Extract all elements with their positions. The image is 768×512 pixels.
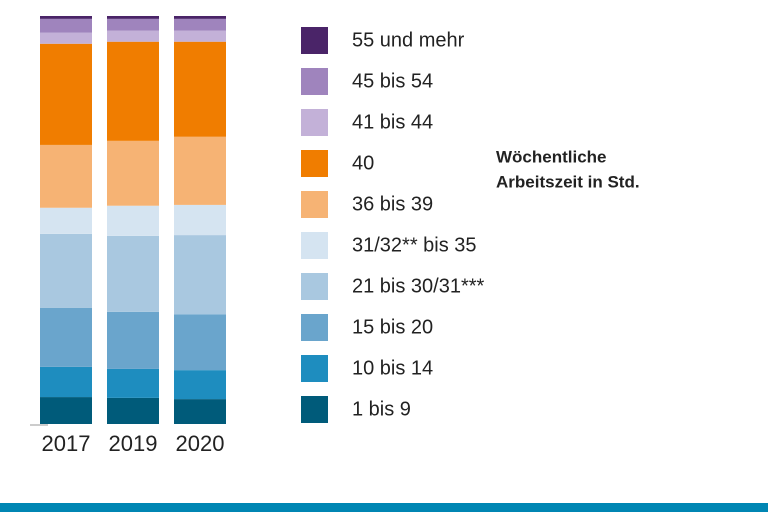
footer-bar — [0, 503, 768, 512]
x-tick-label: 2019 — [109, 431, 158, 456]
legend-label: 55 und mehr — [352, 29, 465, 51]
legend-label: 36 bis 39 — [352, 193, 433, 215]
legend-title: Wöchentliche — [496, 147, 607, 166]
bar-segment — [107, 41, 159, 141]
bar-segment — [174, 16, 226, 19]
legend-swatch — [301, 314, 328, 341]
x-tick-label: 2017 — [42, 431, 91, 456]
legend-swatch — [301, 355, 328, 382]
legend-swatch — [301, 150, 328, 177]
bar-segment — [107, 16, 159, 19]
bar-segment — [40, 366, 92, 398]
bar-segment — [107, 140, 159, 206]
bar-segment — [40, 233, 92, 308]
bar-segment — [40, 16, 92, 19]
bar-segment — [40, 144, 92, 208]
legend-swatch — [301, 191, 328, 218]
legend-swatch — [301, 109, 328, 136]
bar-segment — [107, 18, 159, 31]
bar-segment — [174, 204, 226, 236]
bar-segment — [174, 136, 226, 205]
bar-segment — [174, 370, 226, 400]
legend-label: 10 bis 14 — [352, 357, 433, 379]
bar-segment — [40, 307, 92, 367]
bar-segment — [107, 205, 159, 236]
legend-label: 45 bis 54 — [352, 70, 433, 92]
legend-swatch — [301, 273, 328, 300]
legend-swatch — [301, 68, 328, 95]
bar-segment — [174, 235, 226, 315]
bar-segment — [40, 32, 92, 44]
bar-segment — [174, 30, 226, 42]
bar-segment — [40, 43, 92, 145]
bar-segment — [174, 314, 226, 371]
legend-swatch — [301, 396, 328, 423]
legend-label: 41 bis 44 — [352, 111, 433, 133]
legend-swatch — [301, 232, 328, 259]
bar-segment — [40, 207, 92, 234]
bar-segment — [40, 18, 92, 33]
bar-segment — [107, 397, 159, 424]
legend-label: 40 — [352, 152, 374, 174]
legend-title: Arbeitszeit in Std. — [496, 172, 640, 191]
bar-segment — [107, 311, 159, 369]
legend-label: 31/32** bis 35 — [352, 234, 477, 256]
bar-segment — [174, 399, 226, 424]
legend-swatch — [301, 27, 328, 54]
legend-label: 21 bis 30/31*** — [352, 275, 485, 297]
x-tick-label: 2020 — [176, 431, 225, 456]
bar-segment — [174, 18, 226, 31]
bar-segment — [107, 368, 159, 398]
legend-label: 15 bis 20 — [352, 316, 433, 338]
legend-label: 1 bis 9 — [352, 398, 411, 420]
bar-segment — [107, 30, 159, 42]
bar-segment — [174, 41, 226, 137]
bar-segment — [40, 397, 92, 424]
bar-segment — [107, 235, 159, 312]
